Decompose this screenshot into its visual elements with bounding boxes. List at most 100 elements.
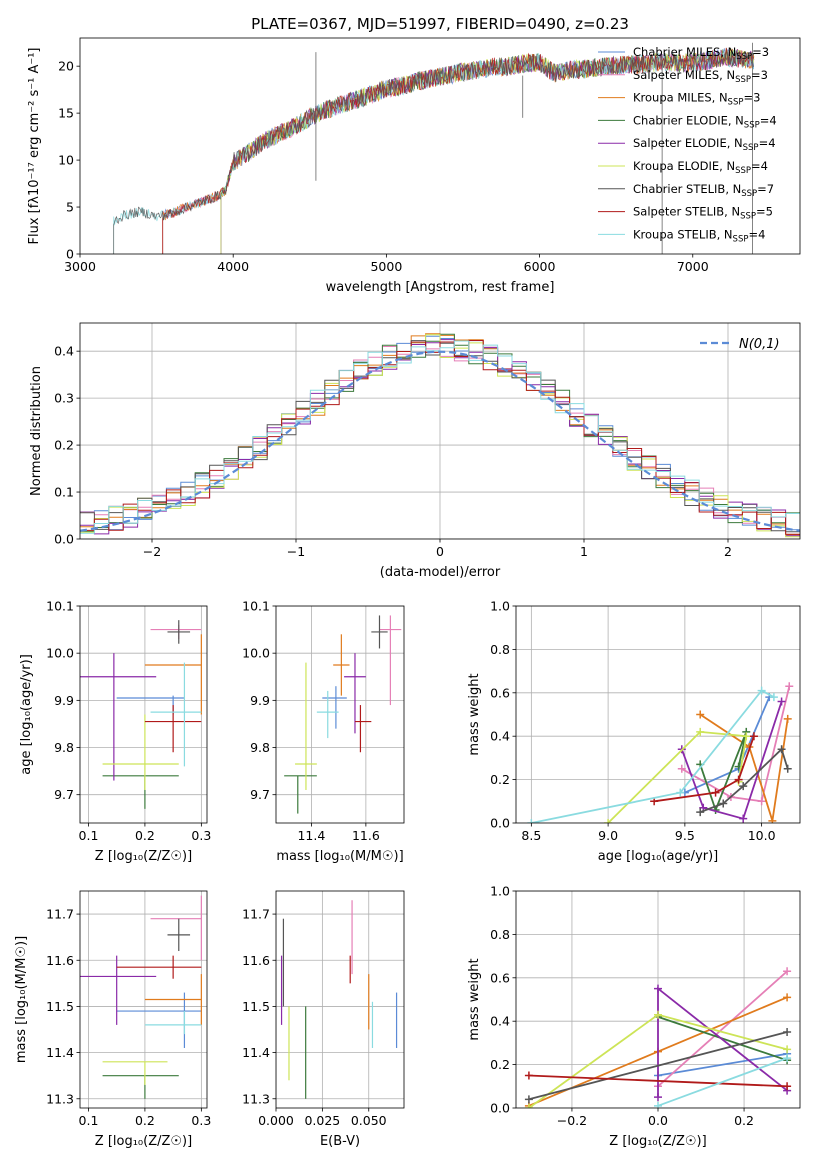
x-tick-label: 0.2 [734, 1113, 754, 1128]
legend-entry: Salpeter STELIB, NSSP=5 [633, 205, 773, 222]
x-tick-label: 0.2 [135, 1113, 155, 1128]
weight-marker [524, 1095, 533, 1104]
errorbar-point [354, 705, 372, 753]
y-tick-label: 0.0 [54, 532, 74, 547]
legend-entry: Chabrier STELIB, NSSP=7 [633, 182, 774, 199]
weight-marker [777, 697, 786, 706]
weight-line [699, 713, 789, 822]
y-tick-label: 11.7 [242, 907, 270, 922]
y-tick-label: 9.7 [250, 787, 270, 802]
weight-marker [783, 967, 792, 976]
legend-entry: Salpeter ELODIE, NSSP=4 [633, 136, 776, 153]
errorbar-point [167, 918, 191, 952]
plot-area-age-vs-mass [276, 606, 404, 823]
normal-curve [80, 350, 800, 532]
weight-marker [654, 1010, 662, 1019]
errorbar-point [371, 615, 388, 649]
y-tick-label: 0.1 [54, 485, 74, 500]
weight-marker [654, 1101, 662, 1108]
errorbar-point [102, 1061, 168, 1085]
y-tick-label: 0.2 [54, 438, 74, 453]
weight-marker [783, 1082, 792, 1091]
x-axis-label: E(B-V) [320, 1134, 360, 1149]
spectrum-line [113, 50, 754, 254]
y-tick-label: 0 [66, 247, 74, 262]
panel-residuals: −2 −1 0 1 2 0.0 0.1 0.2 0.3 0.4 (data-model)/error… [29, 322, 801, 580]
weight-marker [769, 693, 778, 702]
weight-marker [739, 814, 748, 823]
y-tick-label: 0.4 [490, 1014, 510, 1029]
weight-marker [734, 775, 743, 784]
y-tick-label: 11.5 [46, 999, 74, 1014]
weight-marker [757, 686, 766, 695]
y-tick-label: 10 [58, 153, 74, 168]
weight-marker [711, 788, 720, 797]
weight-marker [783, 1045, 792, 1054]
y-tick-label: 0.2 [490, 1057, 510, 1072]
legend-entry: Chabrier ELODIE, NSSP=4 [633, 113, 777, 130]
panel-mass-vs-Z: 0.1 0.2 0.3 11.3 11.4 11.5 11.6 11.7 Z [log₁₀(Z/… [14, 890, 211, 1149]
histogram-step [80, 340, 800, 534]
legend-entry: Salpeter MILES, NSSP=3 [633, 68, 768, 85]
y-tick-label: 11.6 [242, 953, 270, 968]
y-tick-label: 11.5 [242, 999, 270, 1014]
weight-marker [783, 1054, 792, 1063]
weight-line [607, 730, 748, 823]
spectrum-line [162, 47, 755, 254]
weight-marker [524, 1104, 533, 1108]
y-tick-label: 0.0 [490, 1101, 510, 1116]
weight-marker [785, 682, 794, 691]
errorbar-point [316, 690, 339, 739]
x-tick-label: 9.5 [675, 828, 695, 843]
panel-mass-vs-ebv: 0.000 0.025 0.050 11.3 11.4 11.5 11.6 11.7 E(B-V… [242, 890, 405, 1149]
x-axis-label: wavelength [Angstrom, rest frame] [326, 280, 555, 295]
errorbar-point [144, 634, 202, 715]
x-axis-label: (data-model)/error [380, 565, 501, 580]
weight-marker [696, 727, 705, 736]
panel-weight-vs-age: 8.5 9.0 9.5 10.0 0.0 0.2 0.4 0.6 0.8 1.0 age [log₁… [467, 599, 801, 864]
x-tick-label: 0 [436, 544, 444, 559]
y-tick-label: 1.0 [490, 884, 510, 899]
errorbar-point [295, 662, 317, 790]
y-tick-label: 9.7 [54, 787, 74, 802]
weight-marker [719, 799, 728, 808]
weight-marker [524, 1071, 533, 1080]
weight-line [657, 970, 788, 1087]
legend-entry: N(0,1) [739, 337, 780, 352]
y-tick-label: 0.8 [490, 927, 510, 942]
axes-frame [515, 890, 801, 1109]
x-tick-label: 0.000 [258, 1113, 294, 1128]
x-tick-label: 11.4 [297, 828, 325, 843]
x-tick-label: 4000 [217, 259, 249, 274]
x-tick-label: −0.2 [557, 1113, 587, 1128]
y-tick-label: 9.8 [54, 740, 74, 755]
x-tick-label: 11.6 [352, 828, 380, 843]
y-axis-label: Normed distribution [29, 366, 44, 496]
x-tick-label: 8.5 [521, 828, 541, 843]
y-tick-label: 11.6 [46, 953, 74, 968]
y-tick-label: 10.1 [242, 599, 270, 614]
x-tick-label: 1 [580, 544, 588, 559]
weight-line [654, 735, 755, 803]
x-tick-label: 3000 [64, 259, 96, 274]
weight-line [528, 1031, 788, 1101]
errorbar-point [144, 705, 202, 753]
axes-frame [275, 605, 405, 824]
y-tick-label: 0.8 [490, 642, 510, 657]
weight-marker [777, 745, 786, 754]
x-tick-label: 0.1 [79, 1113, 99, 1128]
weight-marker [677, 764, 686, 773]
y-tick-label: 0.3 [54, 391, 74, 406]
figure-title: PLATE=0367, MJD=51997, FIBERID=0490, z=0… [251, 15, 629, 33]
weight-marker [757, 797, 766, 806]
plot-area-age-vs-Z [80, 606, 207, 823]
x-axis-label: Z [log₁₀(Z/Z☉)] [95, 1134, 192, 1149]
y-tick-label: 0.6 [490, 685, 510, 700]
errorbar-point [116, 955, 202, 979]
weight-marker [527, 819, 536, 823]
panel-age-vs-Z: 0.1 0.2 0.3 9.7 9.8 9.9 10.0 10.1 Z [log₁₀(Z/Z☉)… [19, 599, 211, 865]
plot-area-weight-vs-age [516, 606, 800, 823]
axes-frame [79, 605, 208, 824]
axes-frame [515, 605, 801, 824]
errorbar-point [150, 662, 202, 767]
